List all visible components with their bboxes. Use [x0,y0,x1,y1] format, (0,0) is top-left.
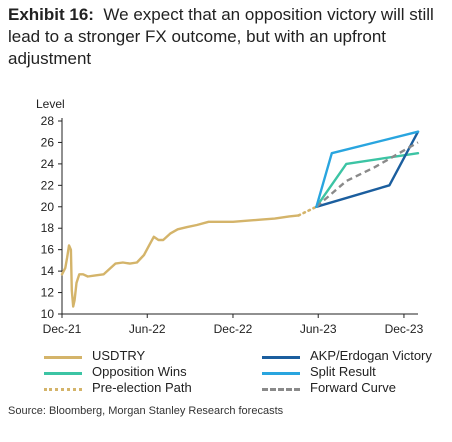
exhibit-heading: We expect that an opposition victory wil… [8,5,434,68]
exhibit-number: Exhibit 16: [8,5,94,24]
legend-label: AKP/Erdogan Victory [310,348,432,363]
y-tick-label: 28 [41,114,55,128]
y-tick-label: 18 [41,221,55,235]
legend-swatch [44,388,82,391]
legend-item-forward: Forward Curve [262,380,452,396]
chart-legend: USDTRY AKP/Erdogan Victory Opposition Wi… [0,348,452,400]
legend-label: Forward Curve [310,380,396,395]
legend-label: Split Result [310,364,376,379]
legend-swatch [44,356,82,359]
legend-item-akp: AKP/Erdogan Victory [262,348,452,364]
y-tick-label: 24 [41,157,55,171]
legend-item-split: Split Result [262,364,452,380]
y-tick-label: 26 [41,135,55,149]
x-tick-label: Jun-22 [129,322,166,336]
y-axis-label: Level [36,97,65,111]
series-line-pre-election-path [297,205,318,217]
legend-label: Pre-election Path [92,380,192,395]
axes: 10 12 14 16 18 20 22 24 26 28 Dec-21 Jun-22 Dec-22 Ju… [41,114,424,336]
legend-label: USDTRY [92,348,146,363]
y-tick-label: 10 [41,307,55,321]
series-layer [60,130,420,308]
series-line-split-result [315,130,420,209]
y-tick-label: 20 [41,200,55,214]
y-tick-label: 16 [41,243,55,257]
legend-swatch [262,388,300,391]
y-tick-label: 22 [41,178,55,192]
legend-label: Opposition Wins [92,364,187,379]
x-tick-label: Dec-23 [385,322,424,336]
legend-swatch [44,372,82,375]
x-tick-label: Jun-23 [300,322,337,336]
legend-swatch [262,372,300,375]
y-tick-label: 14 [41,264,55,278]
legend-item-opposition: Opposition Wins [44,364,244,380]
series-line-akp-erdogan-victory [315,130,420,209]
y-tick-label: 12 [41,286,55,300]
legend-item-usdtry: USDTRY [44,348,244,364]
x-tick-label: Dec-22 [214,322,253,336]
series-line-usdtry [60,214,300,308]
source-note: Source: Bloomberg, Morgan Stanley Resear… [8,405,284,417]
series-line-forward-curve [315,141,419,208]
x-tick-label: Dec-21 [43,322,82,336]
legend-swatch [262,356,300,359]
legend-item-pre-election: Pre-election Path [44,380,244,396]
exhibit-title: Exhibit 16: We expect that an opposition… [8,4,444,70]
